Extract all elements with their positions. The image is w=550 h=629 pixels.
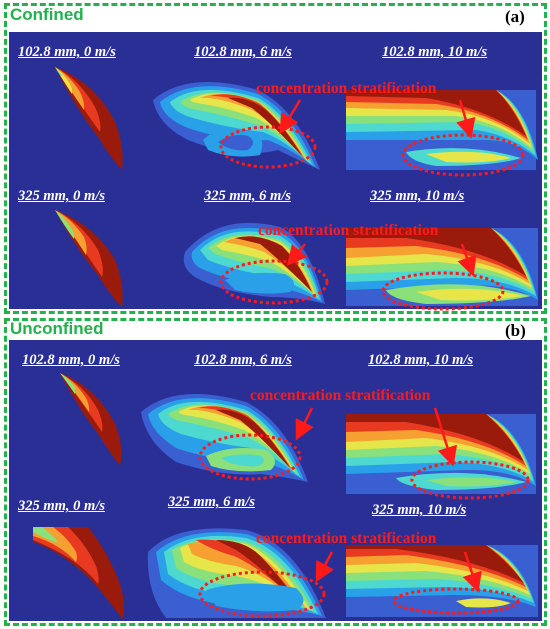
- plume-unconfined-102-6: [141, 394, 308, 482]
- label-unconfined-102-0: 102.8 mm, 0 m/s: [22, 352, 120, 368]
- label-confined-325-0: 325 mm, 0 m/s: [18, 188, 106, 204]
- plume-unconfined-102-0: [60, 373, 122, 466]
- label-unconfined-102-6: 102.8 mm, 6 m/s: [194, 352, 292, 368]
- label-confined-325-10: 325 mm, 10 m/s: [370, 188, 465, 204]
- highlight-ellipse: [381, 271, 505, 311]
- annotation-arrow: [295, 407, 314, 441]
- annotation-arrow: [456, 99, 476, 139]
- annotation-arrow: [279, 99, 302, 135]
- plume-unconfined-325-6: [147, 528, 326, 618]
- label-unconfined-325-0: 325 mm, 0 m/s: [18, 498, 106, 514]
- highlight-ellipse: [219, 125, 317, 169]
- highlight-ellipse: [198, 570, 326, 618]
- annotation-arrow: [315, 551, 334, 583]
- highlight-ellipse: [219, 259, 329, 305]
- label-confined-102-10: 102.8 mm, 10 m/s: [382, 44, 488, 60]
- panel-title-unconfined: Unconfined: [10, 319, 104, 338]
- label-unconfined-325-6: 325 mm, 6 m/s: [168, 494, 256, 510]
- label-confined-325-6: 325 mm, 6 m/s: [204, 188, 292, 204]
- annotation-confined-top: concentration stratification: [256, 80, 437, 97]
- plume-unconfined-325-0: [33, 527, 124, 620]
- plume-confined-102-0: [55, 67, 123, 170]
- plume-confined-325-0: [55, 210, 123, 307]
- highlight-ellipse: [410, 460, 530, 500]
- annotation-arrow: [286, 243, 308, 266]
- highlight-ellipse: [392, 587, 520, 615]
- panel-tag-b: (b): [505, 321, 526, 340]
- panel-title-confined: Confined: [10, 5, 84, 24]
- label-confined-102-0: 102.8 mm, 0 m/s: [18, 44, 116, 60]
- annotation-unconfined-top: concentration stratification: [250, 387, 431, 404]
- panel-tag-a: (a): [505, 7, 525, 26]
- highlight-ellipse: [198, 433, 302, 481]
- label-unconfined-325-10: 325 mm, 10 m/s: [372, 502, 467, 518]
- annotation-arrow: [433, 407, 458, 467]
- label-confined-102-6: 102.8 mm, 6 m/s: [194, 44, 292, 60]
- annotation-arrow: [462, 551, 482, 593]
- panel-confined: [4, 3, 547, 314]
- plume-confined-102-10: [346, 90, 538, 170]
- panel-unconfined: [4, 318, 547, 626]
- annotation-arrow: [457, 243, 477, 277]
- plume-unconfined-325-10: [346, 545, 538, 617]
- label-unconfined-102-10: 102.8 mm, 10 m/s: [368, 352, 474, 368]
- annotation-confined-bottom: concentration stratification: [258, 222, 439, 239]
- plume-confined-102-6: [153, 82, 320, 170]
- annotation-unconfined-bottom: concentration stratification: [256, 530, 437, 547]
